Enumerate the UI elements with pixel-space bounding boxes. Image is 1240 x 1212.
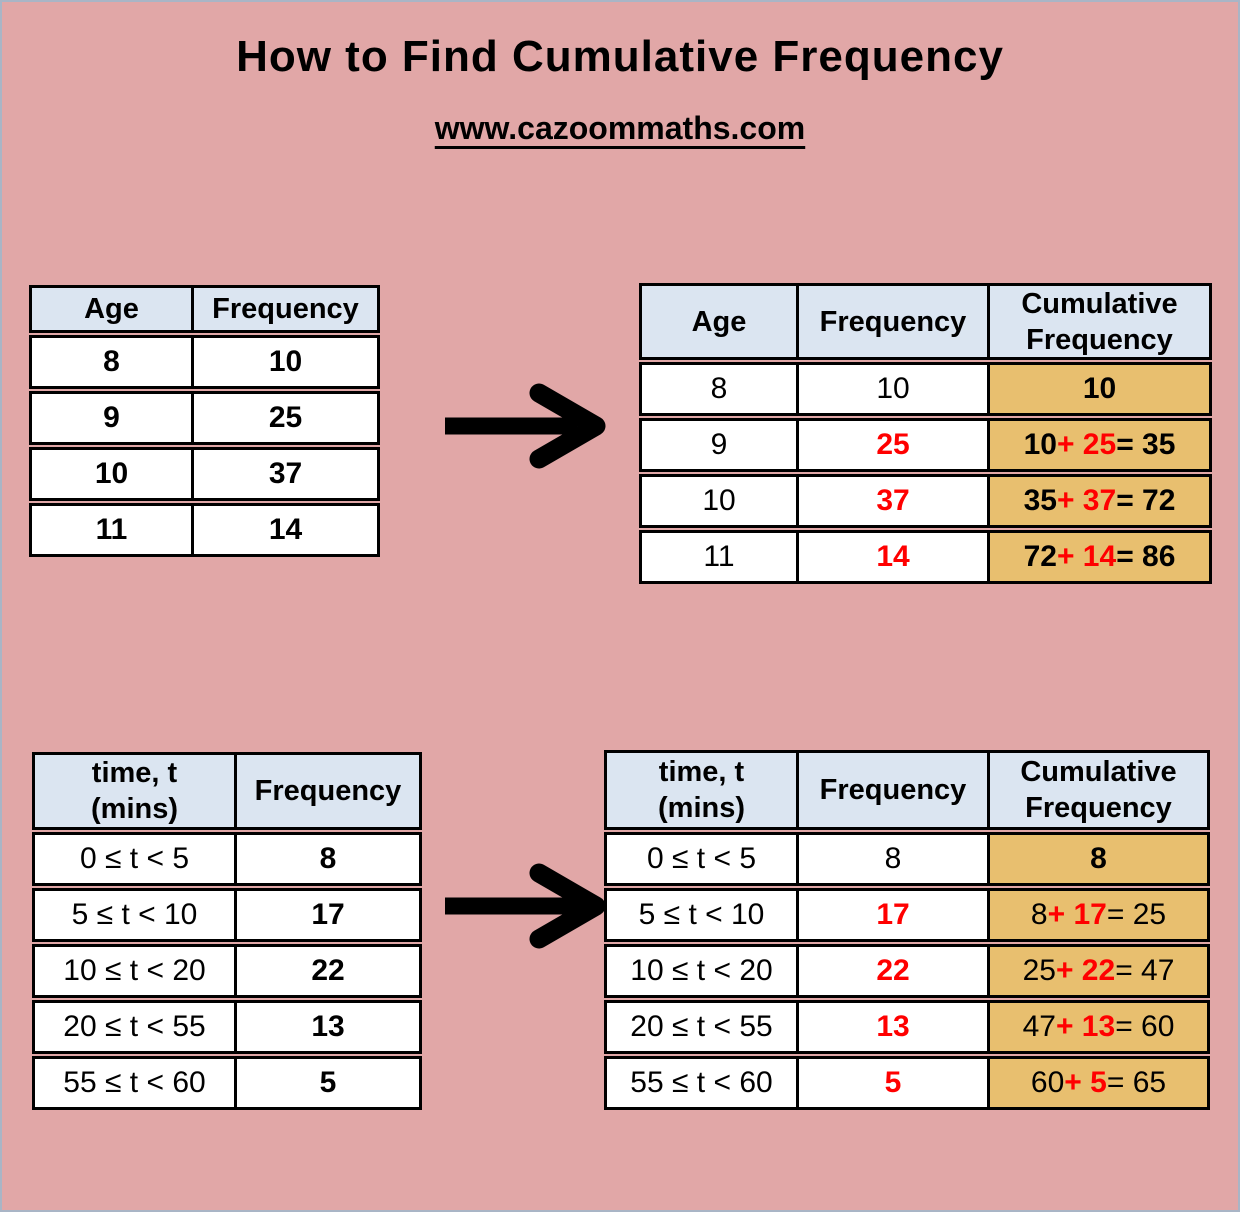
col-header-frequency: Frequency — [234, 752, 422, 830]
frequency-cell: 13 — [796, 1000, 990, 1054]
age-cell: 11 — [29, 503, 194, 557]
arrow-right-icon — [445, 383, 606, 469]
cumulative-cell: 35 + 37 = 72 — [987, 474, 1212, 528]
frequency-cell: 8 — [234, 832, 422, 886]
time-range-cell: 0 ≤ t < 5 — [604, 832, 799, 886]
website-text: www.cazoommaths.com — [2, 110, 1238, 147]
time-range-cell: 10 ≤ t < 20 — [32, 944, 237, 998]
col-header-cumulative-frequency: Cumulative Frequency — [987, 283, 1212, 360]
time-range-cell: 5 ≤ t < 10 — [32, 888, 237, 942]
arrow-right-icon — [445, 863, 606, 949]
frequency-cell: 5 — [234, 1056, 422, 1110]
frequency-cell: 37 — [796, 474, 990, 528]
table-header-row: time, t (mins) Frequency Cumulative Freq… — [604, 750, 1210, 830]
col-header-time: time, t (mins) — [32, 752, 237, 830]
cumulative-cell: 10 — [987, 362, 1212, 416]
table-row: 55 ≤ t < 60 5 — [32, 1056, 422, 1110]
col-header-frequency: Frequency — [796, 750, 990, 830]
time-range-cell: 20 ≤ t < 55 — [604, 1000, 799, 1054]
cumulative-cell: 8 + 17 = 25 — [987, 888, 1210, 942]
table-row: 10 37 35 + 37 = 72 — [639, 474, 1212, 528]
col-header-age: Age — [29, 285, 194, 333]
time-range-cell: 5 ≤ t < 10 — [604, 888, 799, 942]
age-cell: 8 — [29, 335, 194, 389]
table-row: 0 ≤ t < 5 8 8 — [604, 832, 1210, 886]
cumulative-cell: 47 + 13 = 60 — [987, 1000, 1210, 1054]
time-range-cell: 55 ≤ t < 60 — [32, 1056, 237, 1110]
age-cell: 9 — [29, 391, 194, 445]
website-link-text: www.cazoommaths.com — [434, 110, 806, 146]
frequency-cell: 25 — [191, 391, 380, 445]
age-cell: 10 — [29, 447, 194, 501]
col-header-frequency: Frequency — [191, 285, 380, 333]
frequency-cell: 13 — [234, 1000, 422, 1054]
table-header-row: Age Frequency Cumulative Frequency — [639, 283, 1212, 360]
table-header-row: time, t (mins) Frequency — [32, 752, 422, 830]
age-cell: 11 — [639, 530, 799, 584]
table-row: 11 14 72 + 14 = 86 — [639, 530, 1212, 584]
table-row: 9 25 10 + 25 = 35 — [639, 418, 1212, 472]
time-range-cell: 20 ≤ t < 55 — [32, 1000, 237, 1054]
table-row: 10 37 — [29, 447, 380, 501]
frequency-cell: 17 — [234, 888, 422, 942]
table-header-row: Age Frequency — [29, 285, 380, 333]
col-header-age: Age — [639, 283, 799, 360]
frequency-cell: 14 — [796, 530, 990, 584]
table-row: 8 10 — [29, 335, 380, 389]
table-row: 0 ≤ t < 5 8 — [32, 832, 422, 886]
age-cell: 10 — [639, 474, 799, 528]
cumulative-cell: 60 + 5 = 65 — [987, 1056, 1210, 1110]
frequency-cell: 10 — [191, 335, 380, 389]
time-range-cell: 0 ≤ t < 5 — [32, 832, 237, 886]
table-row: 11 14 — [29, 503, 380, 557]
age-cell: 9 — [639, 418, 799, 472]
col-header-cumulative-frequency: Cumulative Frequency — [987, 750, 1210, 830]
table-row: 5 ≤ t < 10 17 8 + 17 = 25 — [604, 888, 1210, 942]
frequency-cell: 5 — [796, 1056, 990, 1110]
table-row: 20 ≤ t < 55 13 47 + 13 = 60 — [604, 1000, 1210, 1054]
frequency-cell: 22 — [234, 944, 422, 998]
frequency-cell: 8 — [796, 832, 990, 886]
table-row: 8 10 10 — [639, 362, 1212, 416]
time-cumulative-frequency-table: time, t (mins) Frequency Cumulative Freq… — [604, 750, 1210, 1110]
age-cumulative-frequency-table: Age Frequency Cumulative Frequency 8 10 … — [639, 283, 1212, 584]
frequency-cell: 17 — [796, 888, 990, 942]
frequency-cell: 37 — [191, 447, 380, 501]
frequency-cell: 25 — [796, 418, 990, 472]
time-frequency-table: time, t (mins) Frequency 0 ≤ t < 5 8 5 ≤… — [32, 752, 422, 1110]
frequency-cell: 10 — [796, 362, 990, 416]
cumulative-cell: 10 + 25 = 35 — [987, 418, 1212, 472]
table-row: 20 ≤ t < 55 13 — [32, 1000, 422, 1054]
table-row: 5 ≤ t < 10 17 — [32, 888, 422, 942]
age-frequency-table: Age Frequency 8 10 9 25 10 37 11 14 — [29, 285, 380, 557]
col-header-time: time, t (mins) — [604, 750, 799, 830]
col-header-frequency: Frequency — [796, 283, 990, 360]
time-range-cell: 55 ≤ t < 60 — [604, 1056, 799, 1110]
cumulative-cell: 72 + 14 = 86 — [987, 530, 1212, 584]
cumulative-cell: 25 + 22 = 47 — [987, 944, 1210, 998]
table-row: 10 ≤ t < 20 22 25 + 22 = 47 — [604, 944, 1210, 998]
table-row: 55 ≤ t < 60 5 60 + 5 = 65 — [604, 1056, 1210, 1110]
table-row: 9 25 — [29, 391, 380, 445]
age-cell: 8 — [639, 362, 799, 416]
time-range-cell: 10 ≤ t < 20 — [604, 944, 799, 998]
table-row: 10 ≤ t < 20 22 — [32, 944, 422, 998]
frequency-cell: 14 — [191, 503, 380, 557]
cumulative-cell: 8 — [987, 832, 1210, 886]
page-title: How to Find Cumulative Frequency — [236, 32, 1004, 81]
frequency-cell: 22 — [796, 944, 990, 998]
